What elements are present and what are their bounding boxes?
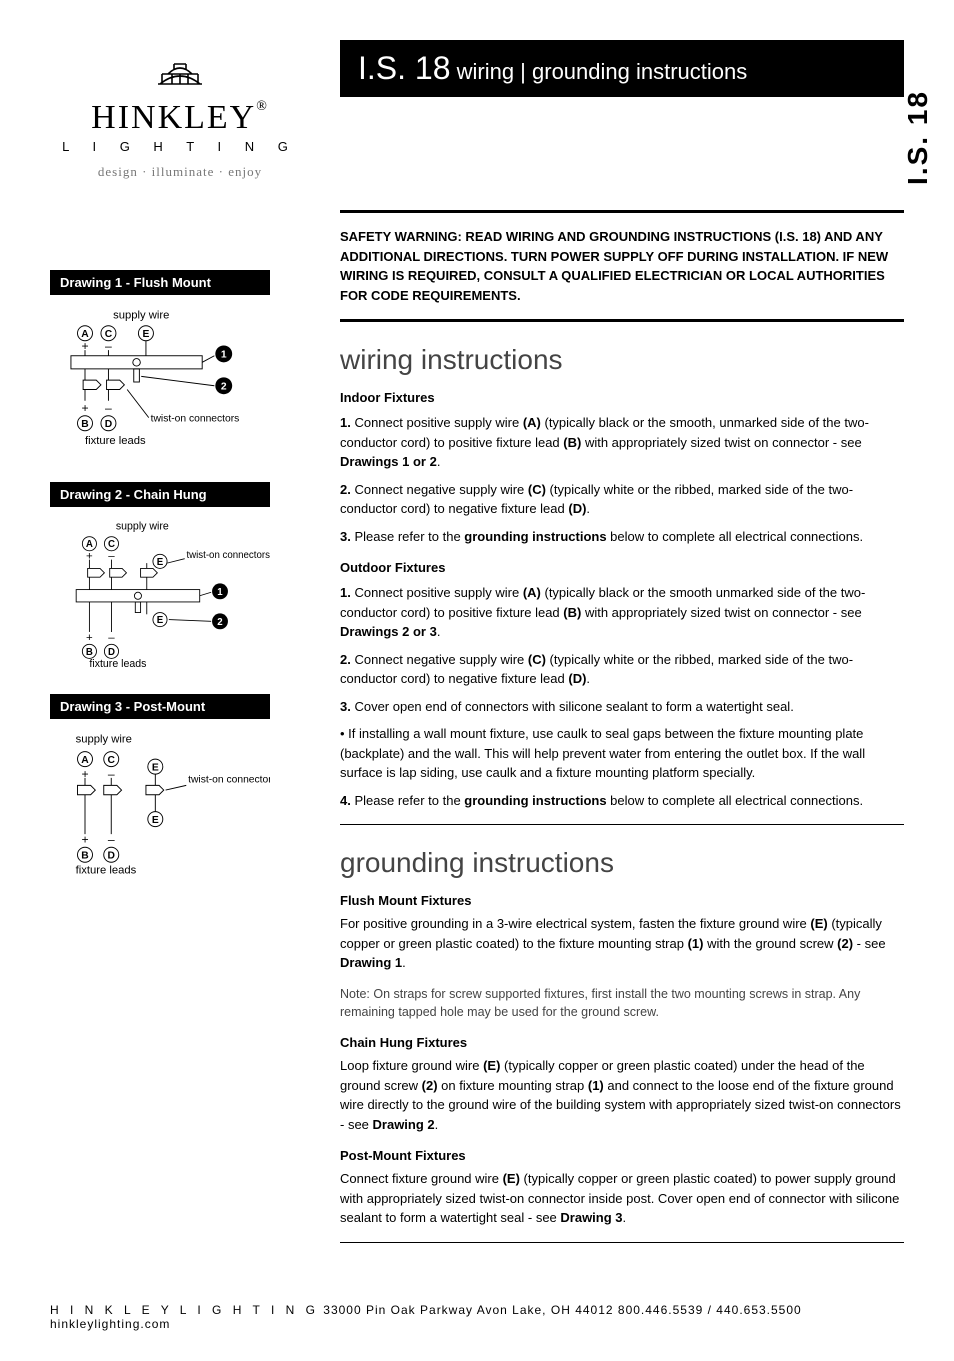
drawing-1-label: Drawing 1 - Flush Mount [50, 270, 270, 295]
svg-text:2: 2 [221, 382, 227, 393]
svg-text:A: A [81, 755, 89, 766]
svg-text:B: B [86, 647, 93, 658]
svg-text:+: + [81, 401, 88, 415]
svg-text:+: + [86, 632, 93, 644]
svg-text:D: D [108, 851, 115, 862]
indoor-step-1: 1. Connect positive supply wire (A) (typ… [340, 413, 904, 472]
svg-text:B: B [81, 419, 88, 430]
brand-sub: L I G H T I N G [50, 139, 310, 154]
title-bar: I.S. 18 wiring | grounding instructions [340, 40, 904, 97]
svg-text:+: + [81, 833, 88, 847]
title-code: I.S. 18 [358, 50, 451, 86]
svg-text:supply wire: supply wire [116, 521, 169, 533]
svg-text:B: B [81, 851, 88, 862]
svg-text:supply wire: supply wire [113, 309, 169, 321]
svg-text:D: D [108, 647, 115, 658]
post-text: Connect fixture ground wire (E) (typical… [340, 1169, 904, 1228]
svg-text:E: E [157, 557, 164, 568]
flush-text: For positive grounding in a 3-wire elect… [340, 914, 904, 973]
svg-text:E: E [157, 615, 164, 626]
outdoor-head: Outdoor Fixtures [340, 560, 904, 575]
svg-text:supply wire: supply wire [76, 733, 132, 745]
svg-text:1: 1 [221, 350, 227, 361]
svg-text:A: A [86, 539, 93, 550]
svg-text:fixture leads: fixture leads [89, 658, 146, 669]
chain-text: Loop fixture ground wire (E) (typically … [340, 1056, 904, 1134]
drawing-3: Drawing 3 - Post-Mount supply wire A C E… [50, 694, 310, 886]
outdoor-step-1: 1. Connect positive supply wire (A) (typ… [340, 583, 904, 642]
drawing-3-svg: supply wire A C E + – twist-on connector… [50, 731, 270, 881]
indoor-head: Indoor Fixtures [340, 390, 904, 405]
brand-logo: HINKLEY® L I G H T I N G design · illumi… [50, 40, 310, 180]
drawings-column: Drawing 1 - Flush Mount supply wire A C … [50, 210, 310, 1243]
outdoor-step-4: 4. Please refer to the grounding instruc… [340, 791, 904, 811]
side-doc-code: I.S. 18 [902, 90, 934, 185]
svg-text:E: E [152, 815, 159, 826]
chain-head: Chain Hung Fixtures [340, 1035, 904, 1050]
svg-text:C: C [108, 755, 116, 766]
svg-text:E: E [152, 762, 159, 773]
drawing-3-label: Drawing 3 - Post-Mount [50, 694, 270, 719]
svg-text:2: 2 [217, 617, 222, 628]
svg-text:–: – [108, 833, 115, 847]
brand-tag: design · illuminate · enjoy [50, 164, 310, 180]
svg-text:fixture leads: fixture leads [85, 435, 146, 447]
svg-text:twist-on connectors: twist-on connectors [186, 550, 270, 561]
grounding-heading: grounding instructions [340, 847, 904, 879]
drawing-2-label: Drawing 2 - Chain Hung [50, 482, 270, 507]
flush-head: Flush Mount Fixtures [340, 893, 904, 908]
drawing-1-svg: supply wire A C E + – 1 [50, 307, 270, 457]
post-head: Post-Mount Fixtures [340, 1148, 904, 1163]
wiring-heading: wiring instructions [340, 344, 904, 376]
svg-text:1: 1 [217, 587, 223, 598]
drawing-2: Drawing 2 - Chain Hung supply wire A C +… [50, 482, 310, 674]
outdoor-step-3: 3. Cover open end of connectors with sil… [340, 697, 904, 717]
outdoor-step-2: 2. Connect negative supply wire (C) (typ… [340, 650, 904, 689]
drawing-1: Drawing 1 - Flush Mount supply wire A C … [50, 270, 310, 462]
footer: H I N K L E Y L I G H T I N G 33000 Pin … [50, 1293, 904, 1341]
svg-text:–: – [108, 632, 115, 644]
svg-text:twist-on connectors: twist-on connectors [151, 413, 240, 424]
safety-warning: SAFETY WARNING: READ WIRING AND GROUNDIN… [340, 213, 904, 319]
svg-text:fixture leads: fixture leads [76, 865, 137, 877]
flush-note: Note: On straps for screw supported fixt… [340, 985, 904, 1021]
outdoor-note: • If installing a wall mount fixture, us… [340, 724, 904, 783]
content-column: SAFETY WARNING: READ WIRING AND GROUNDIN… [340, 210, 904, 1243]
brand-name: HINKLEY® [50, 99, 310, 137]
svg-text:–: – [105, 401, 112, 415]
title-text: wiring | grounding instructions [451, 59, 748, 84]
svg-text:C: C [108, 539, 115, 550]
drawing-2-svg: supply wire A C + – E twist-on connector… [50, 519, 270, 669]
svg-text:twist-on connectors: twist-on connectors [188, 775, 270, 786]
logo-icon [150, 40, 210, 90]
svg-text:D: D [105, 419, 112, 430]
indoor-step-2: 2. Connect negative supply wire (C) (typ… [340, 480, 904, 519]
footer-brand: H I N K L E Y L I G H T I N G [50, 1303, 319, 1317]
indoor-step-3: 3. Please refer to the grounding instruc… [340, 527, 904, 547]
svg-text:E: E [143, 329, 150, 340]
